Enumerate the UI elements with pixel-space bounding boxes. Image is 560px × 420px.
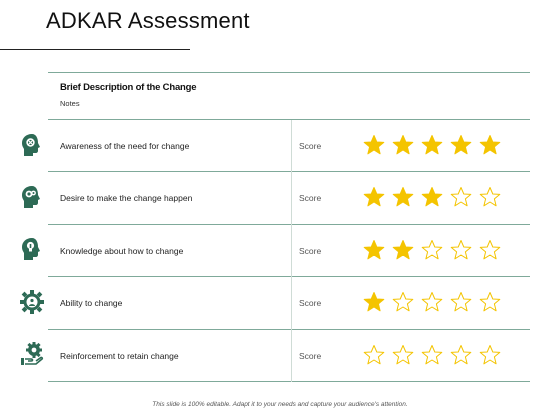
star-rating[interactable]	[363, 344, 501, 366]
score-label: Score	[299, 351, 322, 361]
star-rating[interactable]	[363, 186, 501, 208]
star-rating[interactable]	[363, 239, 501, 261]
star-filled-icon[interactable]	[392, 239, 414, 261]
table-header-notes: Notes	[60, 99, 80, 108]
star-empty-icon[interactable]	[479, 186, 501, 208]
star-empty-icon[interactable]	[479, 239, 501, 261]
star-empty-icon[interactable]	[421, 291, 443, 313]
table-header-title: Brief Description of the Change	[60, 82, 197, 93]
star-filled-icon[interactable]	[363, 186, 385, 208]
score-label: Score	[299, 141, 322, 151]
star-empty-icon[interactable]	[392, 291, 414, 313]
score-label: Score	[299, 298, 322, 308]
star-empty-icon[interactable]	[450, 239, 472, 261]
star-filled-icon[interactable]	[392, 186, 414, 208]
row-label-knowledge: Knowledge about how to change	[60, 246, 184, 256]
row-divider	[48, 276, 530, 277]
star-filled-icon[interactable]	[363, 134, 385, 156]
star-empty-icon[interactable]	[450, 344, 472, 366]
slide-title: ADKAR Assessment	[46, 8, 250, 33]
star-filled-icon[interactable]	[421, 186, 443, 208]
row-divider	[48, 381, 530, 382]
star-empty-icon[interactable]	[363, 344, 385, 366]
star-empty-icon[interactable]	[392, 344, 414, 366]
star-filled-icon[interactable]	[363, 291, 385, 313]
row-divider	[48, 329, 530, 330]
star-empty-icon[interactable]	[421, 344, 443, 366]
row-label-ability: Ability to change	[60, 298, 123, 308]
row-label-reinforcement: Reinforcement to retain change	[60, 351, 179, 361]
table-top-rule	[48, 72, 530, 73]
score-label: Score	[299, 246, 322, 256]
star-empty-icon[interactable]	[479, 291, 501, 313]
title-underline	[0, 49, 190, 50]
head-gears-icon	[22, 134, 40, 156]
row-divider	[48, 224, 530, 225]
star-empty-icon[interactable]	[479, 344, 501, 366]
head-idea-icon	[22, 186, 40, 208]
star-rating[interactable]	[363, 134, 501, 156]
star-filled-icon[interactable]	[392, 134, 414, 156]
star-filled-icon[interactable]	[421, 134, 443, 156]
row-divider	[48, 171, 530, 172]
star-rating[interactable]	[363, 291, 501, 313]
star-empty-icon[interactable]	[421, 239, 443, 261]
row-label-awareness: Awareness of the need for change	[60, 141, 190, 151]
footer-note: This slide is 100% editable. Adapt it to…	[152, 401, 408, 408]
gear-hand-icon	[21, 342, 44, 365]
star-filled-icon[interactable]	[450, 134, 472, 156]
row-label-desire: Desire to make the change happen	[60, 193, 193, 203]
score-label: Score	[299, 193, 322, 203]
star-filled-icon[interactable]	[479, 134, 501, 156]
head-bulb-icon	[22, 238, 40, 260]
row-divider	[48, 119, 530, 120]
star-empty-icon[interactable]	[450, 291, 472, 313]
star-empty-icon[interactable]	[450, 186, 472, 208]
gear-people-icon	[20, 290, 44, 314]
star-filled-icon[interactable]	[363, 239, 385, 261]
column-divider	[291, 120, 292, 382]
